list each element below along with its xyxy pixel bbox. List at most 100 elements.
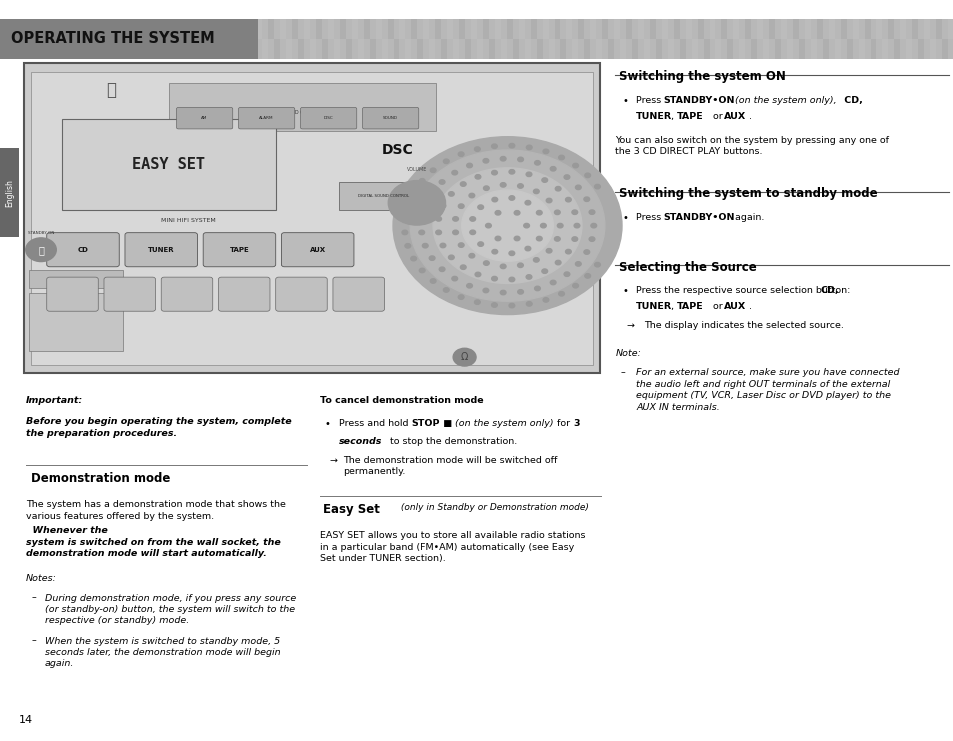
Circle shape — [436, 230, 441, 235]
Circle shape — [594, 185, 599, 189]
Text: DISC: DISC — [323, 116, 333, 120]
Text: STANDBY•ON: STANDBY•ON — [662, 213, 734, 222]
Circle shape — [540, 224, 546, 228]
Text: DSC: DSC — [381, 143, 414, 156]
Text: TAPE: TAPE — [677, 112, 703, 121]
FancyBboxPatch shape — [757, 19, 762, 39]
FancyBboxPatch shape — [733, 19, 739, 39]
FancyBboxPatch shape — [202, 39, 209, 59]
Circle shape — [583, 250, 589, 254]
Text: →: → — [626, 321, 634, 330]
FancyBboxPatch shape — [643, 39, 649, 59]
FancyBboxPatch shape — [619, 39, 625, 59]
FancyBboxPatch shape — [828, 19, 834, 39]
FancyBboxPatch shape — [0, 19, 257, 59]
Text: .: . — [748, 112, 751, 121]
FancyBboxPatch shape — [911, 19, 917, 39]
Circle shape — [485, 224, 491, 228]
FancyBboxPatch shape — [167, 39, 172, 59]
Circle shape — [523, 224, 529, 228]
Text: When the system is switched to standby mode, 5
seconds later, the demonstration : When the system is switched to standby m… — [45, 637, 280, 668]
Circle shape — [526, 302, 532, 306]
Circle shape — [460, 265, 466, 270]
Circle shape — [533, 258, 538, 262]
Text: again.: again. — [731, 213, 763, 222]
Text: MINI HIFI SYSTEM: MINI HIFI SYSTEM — [160, 218, 215, 222]
Circle shape — [572, 210, 578, 214]
Circle shape — [589, 237, 595, 242]
FancyBboxPatch shape — [203, 233, 275, 267]
FancyBboxPatch shape — [661, 19, 667, 39]
FancyBboxPatch shape — [48, 39, 53, 59]
FancyBboxPatch shape — [238, 39, 244, 59]
FancyBboxPatch shape — [583, 39, 590, 59]
Circle shape — [492, 197, 497, 202]
FancyBboxPatch shape — [548, 39, 554, 59]
FancyBboxPatch shape — [941, 39, 947, 59]
FancyBboxPatch shape — [893, 39, 900, 59]
Text: STOP: STOP — [411, 419, 439, 428]
Text: AUX: AUX — [723, 302, 745, 311]
FancyBboxPatch shape — [518, 19, 524, 39]
FancyBboxPatch shape — [101, 19, 107, 39]
FancyBboxPatch shape — [465, 39, 471, 59]
FancyBboxPatch shape — [792, 19, 798, 39]
Circle shape — [491, 144, 497, 148]
Circle shape — [491, 276, 497, 281]
Circle shape — [483, 261, 489, 265]
FancyBboxPatch shape — [300, 107, 356, 129]
Text: DIGITAL SOUND CONTROL: DIGITAL SOUND CONTROL — [357, 194, 409, 199]
Circle shape — [563, 272, 569, 276]
Circle shape — [589, 210, 595, 214]
Circle shape — [575, 262, 580, 266]
Circle shape — [404, 203, 410, 207]
FancyBboxPatch shape — [512, 39, 518, 59]
Circle shape — [482, 288, 488, 293]
Text: During demonstration mode, if you press any source
(or standby-on) button, the s: During demonstration mode, if you press … — [45, 594, 295, 625]
Text: 3: 3 — [573, 419, 578, 428]
Circle shape — [411, 190, 416, 195]
Circle shape — [453, 230, 458, 235]
Circle shape — [572, 237, 578, 242]
FancyBboxPatch shape — [119, 39, 125, 59]
FancyBboxPatch shape — [137, 19, 143, 39]
Circle shape — [572, 284, 578, 288]
Circle shape — [517, 157, 523, 162]
FancyBboxPatch shape — [297, 39, 304, 59]
Circle shape — [474, 147, 479, 151]
Circle shape — [542, 149, 548, 153]
Circle shape — [483, 186, 489, 190]
Circle shape — [509, 196, 515, 200]
Text: Press: Press — [636, 96, 664, 104]
Text: The system has a demonstration mode that shows the
various features offered by t: The system has a demonstration mode that… — [26, 500, 285, 521]
Circle shape — [438, 267, 444, 271]
Circle shape — [453, 216, 458, 221]
Text: EASY SET: EASY SET — [132, 157, 205, 172]
FancyBboxPatch shape — [804, 19, 810, 39]
Circle shape — [550, 280, 556, 285]
Circle shape — [469, 193, 475, 198]
FancyBboxPatch shape — [625, 19, 631, 39]
Text: TAPE: TAPE — [677, 302, 703, 311]
Text: seconds: seconds — [338, 437, 381, 446]
FancyBboxPatch shape — [30, 72, 593, 365]
FancyBboxPatch shape — [196, 19, 202, 39]
Circle shape — [491, 170, 497, 175]
FancyBboxPatch shape — [113, 19, 119, 39]
Circle shape — [433, 168, 581, 284]
FancyBboxPatch shape — [774, 39, 781, 59]
Circle shape — [439, 243, 445, 247]
Text: TUNER: TUNER — [636, 112, 672, 121]
FancyBboxPatch shape — [161, 277, 213, 311]
Circle shape — [411, 256, 416, 261]
FancyBboxPatch shape — [321, 39, 328, 59]
Text: The demonstration mode will be switched off
permanently.: The demonstration mode will be switched … — [343, 456, 558, 476]
Text: ■: ■ — [439, 419, 455, 428]
Text: TAPE: TAPE — [230, 247, 249, 253]
Circle shape — [541, 178, 547, 182]
FancyBboxPatch shape — [506, 19, 512, 39]
Text: Important:: Important: — [26, 396, 83, 405]
FancyBboxPatch shape — [762, 39, 768, 59]
Circle shape — [422, 244, 428, 248]
Circle shape — [514, 210, 519, 215]
